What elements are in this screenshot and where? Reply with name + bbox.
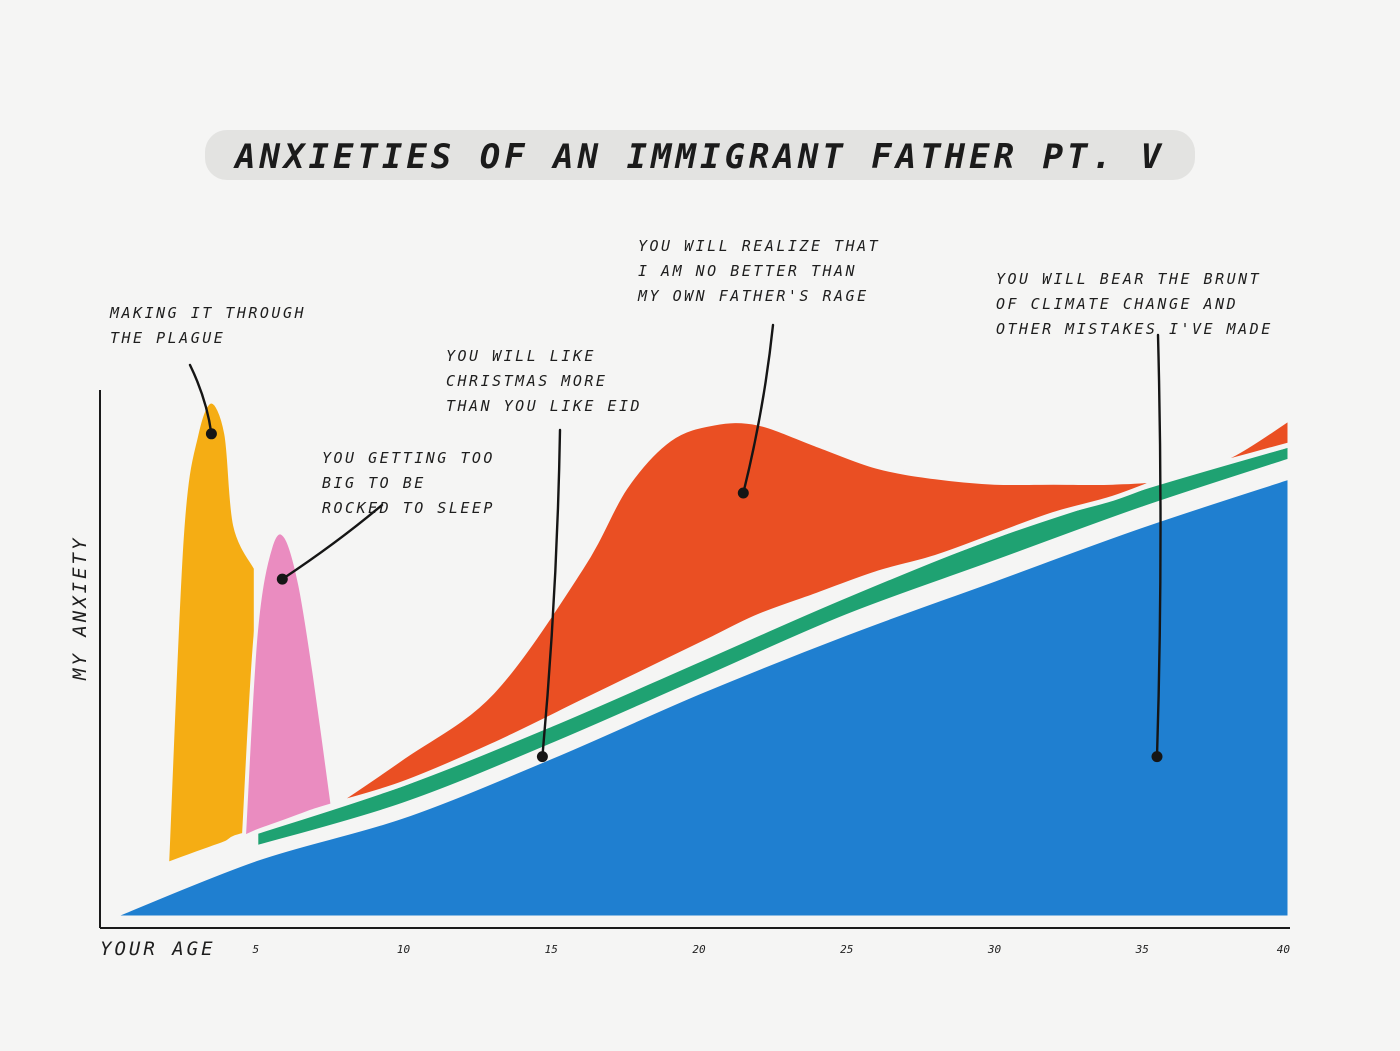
annotation-christmas: YOU WILL LIKE CHRISTMAS MORE THAN YOU LIKE… bbox=[446, 347, 642, 763]
x-tick-label: 20 bbox=[692, 943, 706, 956]
annotation-leader-line bbox=[1155, 333, 1162, 758]
chart-title: ANXIETIES OF AN IMMIGRANT FATHER PT. V bbox=[233, 137, 1165, 177]
annotation-dot bbox=[276, 573, 288, 585]
annotation-dot bbox=[205, 428, 217, 440]
annotation-dot bbox=[1151, 751, 1163, 763]
annotation-dot bbox=[737, 487, 749, 499]
area-father-rage bbox=[330, 415, 1293, 808]
annotation-text-line: CHRISTMAS MORE bbox=[446, 372, 607, 390]
annotation-layer: MAKING IT THROUGH THE PLAGUE YOU GETTING T… bbox=[109, 237, 1273, 763]
x-tick-labels: 5 10 15 20 25 30 35 40 bbox=[252, 943, 1290, 956]
area-layer bbox=[105, 399, 1293, 921]
annotation-sleep: YOU GETTING TOO BIG TO BE ROCKED TO SLEEP bbox=[276, 449, 495, 585]
title-smudge bbox=[205, 130, 1195, 180]
x-tick-label: 10 bbox=[397, 943, 411, 956]
y-axis-label: MY ANXIETY bbox=[69, 536, 91, 681]
area-plague bbox=[165, 399, 258, 867]
annotation-text-line: YOU WILL BEAR THE BRUNT bbox=[996, 270, 1261, 288]
annotation-text-line: OTHER MISTAKES I'VE MADE bbox=[996, 320, 1273, 338]
annotation-text-line: THE PLAGUE bbox=[110, 329, 225, 347]
annotation-leader-line bbox=[188, 363, 213, 435]
annotation-dot bbox=[536, 751, 548, 763]
annotation-plague: MAKING IT THROUGH THE PLAGUE bbox=[109, 304, 306, 440]
annotation-text-line: BIG TO BE bbox=[322, 474, 426, 492]
x-tick-label: 5 bbox=[252, 943, 259, 956]
area-sleep bbox=[241, 530, 335, 840]
area-climate bbox=[105, 474, 1293, 921]
annotation-father-rage: YOU WILL REALIZE THAT I AM NO BETTER THAN… bbox=[637, 237, 880, 499]
annotation-text-line: OF CLIMATE CHANGE AND bbox=[996, 295, 1238, 313]
annotation-leader-line bbox=[742, 323, 775, 495]
annotation-climate: YOU WILL BEAR THE BRUNT OF CLIMATE CHANGE… bbox=[996, 270, 1273, 763]
x-tick-label: 30 bbox=[987, 943, 1002, 956]
x-axis-label: YOUR AGE bbox=[100, 938, 216, 960]
area-christmas bbox=[253, 442, 1293, 851]
x-tick-label: 40 bbox=[1277, 943, 1291, 956]
annotation-text-line: YOU WILL REALIZE THAT bbox=[638, 237, 880, 255]
annotation-text-line: MAKING IT THROUGH bbox=[109, 304, 306, 322]
annotation-text-line: YOU GETTING TOO bbox=[322, 449, 495, 467]
x-tick-label: 35 bbox=[1135, 943, 1149, 956]
x-tick-label: 15 bbox=[545, 943, 558, 956]
annotation-text-line: MY OWN FATHER'S RAGE bbox=[637, 287, 869, 305]
annotation-leader-line bbox=[281, 503, 384, 581]
annotation-text-line: I AM NO BETTER THAN bbox=[638, 262, 857, 280]
annotation-text-line: ROCKED TO SLEEP bbox=[322, 499, 495, 517]
annotation-leader-line bbox=[541, 428, 562, 758]
axes-layer bbox=[99, 390, 1290, 929]
annotation-text-line: THAN YOU LIKE EID bbox=[446, 397, 642, 415]
annotation-text-line: YOU WILL LIKE bbox=[446, 347, 596, 365]
x-tick-label: 25 bbox=[840, 943, 853, 956]
